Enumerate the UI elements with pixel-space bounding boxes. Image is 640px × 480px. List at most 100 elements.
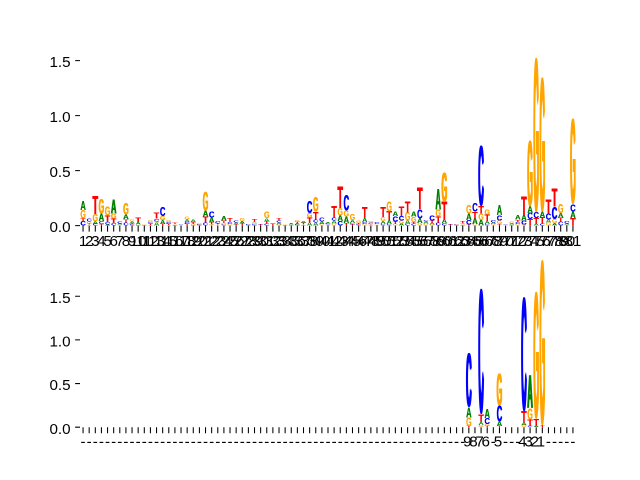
svg-text:T: T (485, 213, 491, 223)
svg-text:T: T (521, 408, 526, 427)
svg-text:-: - (313, 433, 318, 450)
svg-text:T: T (166, 224, 172, 226)
svg-text:A: A (472, 217, 478, 226)
svg-text:G: G (313, 194, 318, 217)
svg-text:C: C (123, 222, 129, 227)
svg-text:-: - (295, 433, 300, 450)
svg-text:G: G (484, 424, 489, 427)
svg-text:63: 63 (454, 233, 471, 250)
svg-text:C: C (117, 222, 122, 224)
svg-text:C: C (497, 213, 503, 222)
svg-text:T: T (484, 213, 490, 223)
svg-text:0.0: 0.0 (49, 219, 70, 236)
svg-text:T: T (154, 211, 160, 220)
svg-text:-: - (215, 433, 220, 450)
svg-text:-: - (491, 433, 496, 450)
svg-text:A: A (429, 223, 434, 226)
svg-text:A: A (521, 213, 527, 222)
svg-text:C: C (484, 224, 489, 226)
svg-text:G: G (503, 225, 509, 226)
svg-text:3: 3 (91, 233, 99, 250)
svg-text:T: T (362, 203, 368, 222)
svg-text:C: C (466, 220, 471, 226)
svg-text:C: C (399, 216, 404, 222)
svg-text:A: A (86, 225, 92, 226)
svg-text:G: G (539, 212, 544, 474)
svg-text:C: C (503, 224, 509, 225)
svg-text:T: T (325, 225, 331, 226)
svg-text:9: 9 (463, 433, 471, 450)
svg-text:C: C (564, 221, 570, 224)
svg-text:T: T (307, 217, 313, 225)
svg-text:T: T (295, 222, 301, 224)
svg-text:G: G (466, 204, 471, 217)
svg-text:A: A (344, 214, 349, 225)
svg-text:51: 51 (381, 233, 398, 250)
svg-text:C: C (491, 220, 497, 224)
svg-text:G: G (276, 224, 282, 226)
svg-text:A: A (93, 222, 100, 225)
svg-text:T: T (93, 193, 99, 221)
svg-text:G: G (484, 207, 490, 216)
svg-text:A: A (338, 214, 344, 223)
svg-text:C: C (301, 225, 307, 226)
svg-text:A: A (117, 223, 122, 225)
svg-text:4: 4 (97, 233, 105, 250)
svg-text:66: 66 (473, 233, 490, 250)
svg-text:73: 73 (515, 233, 532, 250)
svg-text:5: 5 (494, 433, 502, 450)
svg-text:G: G (441, 165, 446, 211)
svg-text:T: T (350, 224, 356, 226)
svg-text:-: - (350, 433, 355, 450)
svg-text:C: C (570, 202, 576, 213)
svg-text:A: A (491, 223, 496, 225)
svg-text:74: 74 (522, 233, 539, 250)
svg-text:28: 28 (240, 233, 257, 250)
svg-text:G: G (570, 96, 575, 230)
svg-text:C: C (178, 224, 184, 225)
svg-text:G: G (460, 223, 465, 225)
svg-text:C: C (485, 417, 491, 427)
svg-text:A: A (546, 219, 552, 224)
svg-text:A: A (417, 218, 422, 225)
svg-text:A: A (472, 217, 478, 226)
svg-text:G: G (540, 39, 545, 251)
svg-text:G: G (534, 255, 539, 456)
svg-text:C: C (429, 214, 435, 223)
svg-text:T: T (160, 224, 165, 227)
svg-text:6: 6 (481, 433, 489, 450)
svg-text:79: 79 (552, 233, 569, 250)
svg-text:-: - (405, 433, 410, 450)
svg-text:C: C (142, 225, 148, 226)
svg-text:T: T (80, 218, 86, 222)
svg-text:G: G (515, 224, 520, 227)
svg-text:T: T (533, 417, 539, 429)
svg-text:T: T (515, 219, 521, 223)
svg-text:G: G (362, 224, 367, 227)
svg-text:A: A (350, 219, 356, 224)
svg-text:T: T (313, 210, 319, 222)
svg-text:G: G (533, 255, 538, 456)
svg-text:49: 49 (369, 233, 386, 250)
svg-text:G: G (570, 96, 575, 230)
svg-text:23: 23 (209, 233, 226, 250)
svg-text:T: T (521, 408, 526, 427)
svg-text:-: - (289, 433, 294, 450)
svg-text:T: T (393, 221, 400, 225)
svg-text:T: T (479, 413, 485, 425)
svg-text:A: A (417, 218, 422, 225)
svg-text:C: C (331, 217, 337, 222)
svg-text:C: C (191, 225, 197, 226)
svg-text:C: C (325, 224, 331, 226)
svg-text:-: - (332, 433, 337, 450)
svg-text:A: A (497, 201, 503, 219)
svg-text:T: T (528, 418, 534, 428)
svg-text:C: C (111, 223, 117, 227)
svg-text:-: - (191, 433, 196, 450)
svg-text:-: - (503, 433, 508, 450)
svg-text:G: G (466, 416, 471, 429)
svg-text:C: C (129, 224, 135, 226)
svg-text:C: C (534, 211, 540, 220)
svg-text:A: A (160, 220, 166, 226)
svg-text:61: 61 (442, 233, 459, 250)
